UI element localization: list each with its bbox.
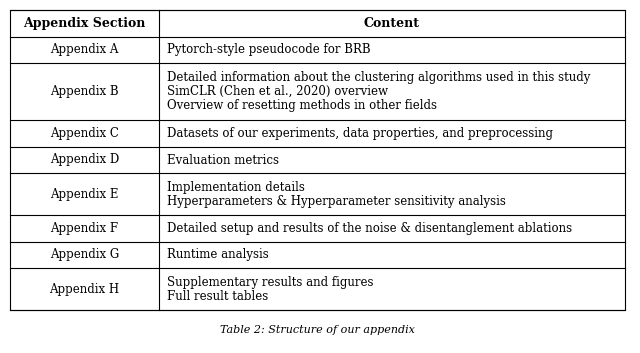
Text: Appendix E: Appendix E — [50, 188, 118, 201]
Text: Overview of resetting methods in other fields: Overview of resetting methods in other f… — [167, 100, 437, 112]
Text: Appendix H: Appendix H — [49, 283, 120, 295]
Text: Content: Content — [364, 17, 420, 30]
Text: Appendix Section: Appendix Section — [23, 17, 146, 30]
Text: Runtime analysis: Runtime analysis — [167, 249, 269, 262]
Text: Detailed information about the clustering algorithms used in this study: Detailed information about the clusterin… — [167, 71, 590, 84]
Text: Supplementary results and figures: Supplementary results and figures — [167, 276, 373, 289]
Text: Appendix G: Appendix G — [50, 249, 119, 262]
Text: Full result tables: Full result tables — [167, 289, 268, 303]
Text: Evaluation metrics: Evaluation metrics — [167, 154, 279, 167]
Text: Hyperparameters & Hyperparameter sensitivity analysis: Hyperparameters & Hyperparameter sensiti… — [167, 195, 506, 208]
Text: Implementation details: Implementation details — [167, 181, 305, 194]
Text: Table 2: Structure of our appendix: Table 2: Structure of our appendix — [220, 325, 415, 335]
Text: Detailed setup and results of the noise & disentanglement ablations: Detailed setup and results of the noise … — [167, 222, 572, 235]
Bar — [10, 10, 625, 310]
Text: Pytorch-style pseudocode for BRB: Pytorch-style pseudocode for BRB — [167, 43, 371, 56]
Text: Appendix A: Appendix A — [50, 43, 118, 56]
Text: Appendix C: Appendix C — [50, 127, 119, 140]
Text: Appendix D: Appendix D — [50, 154, 119, 167]
Text: Appendix B: Appendix B — [50, 85, 119, 98]
Text: Appendix F: Appendix F — [51, 222, 118, 235]
Text: Datasets of our experiments, data properties, and preprocessing: Datasets of our experiments, data proper… — [167, 127, 553, 140]
Text: SimCLR (Chen et al., 2020) overview: SimCLR (Chen et al., 2020) overview — [167, 85, 388, 98]
